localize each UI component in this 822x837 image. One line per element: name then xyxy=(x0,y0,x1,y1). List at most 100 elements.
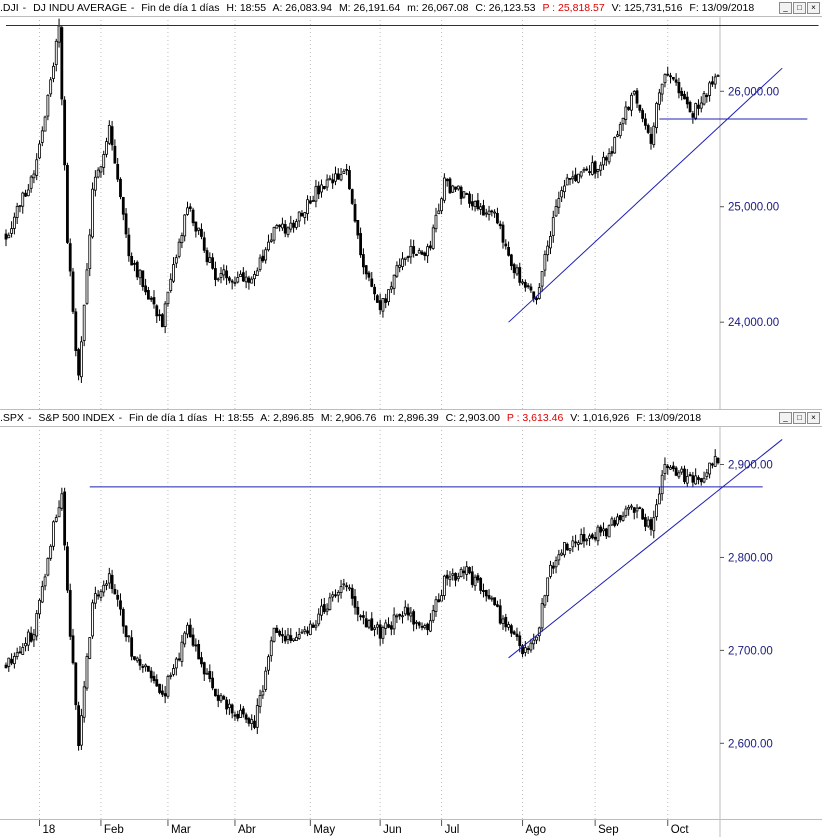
candle xyxy=(194,221,198,238)
maximize-button[interactable]: □ xyxy=(793,2,806,14)
candle xyxy=(88,228,92,277)
dji-low: m: 26,067.08 xyxy=(407,2,469,14)
candle xyxy=(306,195,309,221)
candle-body xyxy=(32,634,36,641)
candle-body xyxy=(339,174,343,181)
candle xyxy=(102,580,106,597)
candle xyxy=(593,160,597,179)
candle xyxy=(107,567,111,589)
x-tick-label: Mar xyxy=(171,824,191,836)
candle xyxy=(216,277,220,282)
candle xyxy=(607,148,611,165)
candle-body xyxy=(233,281,237,284)
candle-body xyxy=(283,224,287,234)
candle-body xyxy=(484,589,488,597)
candle-body xyxy=(442,177,446,201)
candle-body xyxy=(387,289,390,302)
candle xyxy=(395,613,399,624)
candle-body xyxy=(38,143,41,159)
candle xyxy=(130,252,134,266)
close-button[interactable]: × xyxy=(807,412,820,424)
candle xyxy=(395,261,399,278)
candle-body xyxy=(334,594,337,597)
candle xyxy=(331,173,335,189)
candle xyxy=(565,173,569,186)
candle xyxy=(278,629,282,638)
candle-body xyxy=(546,577,550,597)
candle-body xyxy=(102,584,106,593)
candle xyxy=(353,589,357,615)
candle xyxy=(627,504,631,516)
candle-body xyxy=(660,474,664,495)
candle-body xyxy=(294,221,298,228)
candle-body xyxy=(529,286,533,291)
candle-body xyxy=(401,258,404,267)
candle-body xyxy=(331,594,335,598)
candle-body xyxy=(135,657,139,662)
candle-body xyxy=(473,200,477,207)
candle-body xyxy=(543,254,547,271)
candle-body xyxy=(197,643,201,660)
candle xyxy=(306,626,309,637)
candle xyxy=(24,189,27,198)
candle-body xyxy=(255,270,259,277)
close-button[interactable]: × xyxy=(807,2,820,14)
candle-body xyxy=(646,519,650,527)
candle-body xyxy=(85,269,89,304)
candle xyxy=(616,513,619,527)
candle-body xyxy=(255,705,259,728)
candle xyxy=(24,637,27,652)
candle xyxy=(334,589,337,598)
candle-body xyxy=(649,519,653,530)
candle xyxy=(225,265,228,285)
candle-body xyxy=(476,575,480,581)
candle xyxy=(560,549,564,557)
candle xyxy=(158,309,161,321)
candle xyxy=(188,618,192,638)
candle-body xyxy=(334,173,337,182)
candle-body xyxy=(568,178,572,180)
candle xyxy=(225,696,228,715)
candle xyxy=(152,671,156,684)
candle xyxy=(613,136,617,154)
candle-body xyxy=(442,575,446,596)
candle-body xyxy=(596,169,600,172)
candle xyxy=(604,527,608,540)
candle xyxy=(560,186,564,202)
maximize-button[interactable]: □ xyxy=(793,412,806,424)
candle xyxy=(253,715,256,730)
candle xyxy=(110,120,114,151)
candle-body xyxy=(638,507,642,510)
candle xyxy=(38,140,41,160)
minimize-button[interactable]: _ xyxy=(779,412,792,424)
candle-body xyxy=(194,221,198,232)
candle-body xyxy=(278,630,282,636)
candle-body xyxy=(93,593,97,604)
minimize-button[interactable]: _ xyxy=(779,2,792,14)
candle xyxy=(401,611,404,624)
candle xyxy=(146,665,150,672)
candle-body xyxy=(188,206,192,209)
candle-body xyxy=(557,198,561,208)
candle-body xyxy=(102,154,106,168)
candle-body xyxy=(518,267,522,283)
candle xyxy=(99,165,103,178)
candle xyxy=(708,80,712,102)
candle xyxy=(713,449,717,467)
candle xyxy=(328,175,332,181)
candle-body xyxy=(540,271,544,287)
candle xyxy=(375,621,379,635)
candle xyxy=(320,179,323,198)
candle-body xyxy=(297,211,301,222)
candle-body xyxy=(691,475,695,483)
candle-body xyxy=(708,82,712,96)
candle xyxy=(537,626,541,642)
candle xyxy=(582,167,586,173)
candle xyxy=(294,218,298,230)
candle xyxy=(549,231,552,255)
candle xyxy=(420,622,424,631)
candle xyxy=(590,532,594,540)
candle xyxy=(498,599,502,625)
candle xyxy=(149,296,153,302)
candle xyxy=(546,240,550,262)
